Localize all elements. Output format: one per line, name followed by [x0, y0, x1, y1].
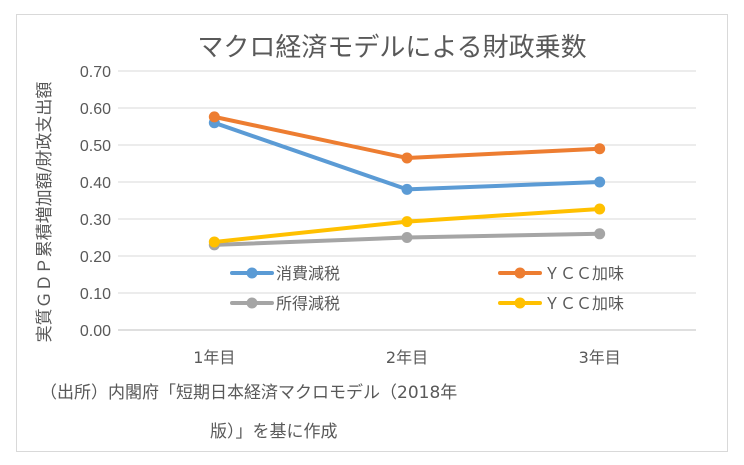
y-axis-label: 実質ＧＤＰ累積増加額/財政支出額: [35, 82, 55, 343]
data-point: [401, 232, 413, 243]
series-group: [208, 111, 606, 251]
legend-marker: [514, 297, 526, 309]
y-tick-label: 0.20: [80, 249, 111, 266]
legend-item: ＹＣＣ加味: [498, 294, 624, 313]
y-tick-label: 0.40: [80, 175, 111, 192]
series-line: [212, 114, 602, 160]
y-axis-ticks: 0.00 0.10 0.20 0.30 0.40 0.50 0.60 0.70: [80, 64, 111, 340]
series-4: [208, 203, 606, 248]
chart-frame: [16, 14, 728, 452]
legend-label: 所得減税: [276, 294, 340, 313]
y-tick-label: 0.70: [80, 64, 111, 81]
y-tick-label: 0.10: [80, 286, 111, 303]
data-point: [401, 152, 413, 164]
data-point: [594, 203, 606, 215]
x-tick-label: 1年目: [193, 348, 235, 367]
data-point: [401, 216, 413, 228]
chart-title: マクロ経済モデルによる財政乗数: [197, 33, 586, 63]
legend-item: ＹＣＣ加味: [498, 264, 624, 283]
legend-label: 消費減税: [276, 264, 340, 283]
legend-item: 所得減税: [230, 294, 340, 313]
data-point: [208, 236, 220, 248]
data-point: [401, 183, 413, 195]
data-point: [594, 176, 606, 188]
legend-marker: [246, 267, 258, 279]
legend-label: ＹＣＣ加味: [544, 264, 624, 283]
legend-marker: [246, 297, 258, 309]
gridlines: [118, 70, 696, 331]
data-point: [208, 111, 220, 123]
x-tick-label: 3年目: [579, 348, 621, 367]
legend-item: 消費減税: [230, 264, 340, 283]
source-note-line-1: （出所）内閣府「短期日本経済マクロモデル（2018年: [40, 382, 457, 403]
x-tick-label: 2年目: [386, 348, 428, 367]
source-note-line-2: 版）」を基に作成: [210, 422, 338, 442]
y-tick-label: 0.00: [80, 323, 111, 340]
y-tick-label: 0.60: [80, 101, 111, 118]
legend-label: ＹＣＣ加味: [544, 294, 624, 313]
legend-marker: [514, 267, 526, 279]
data-point: [594, 143, 606, 155]
data-point: [594, 228, 606, 240]
y-tick-label: 0.50: [80, 138, 111, 155]
series-3: [208, 228, 606, 251]
x-axis-ticks: 1年目 2年目 3年目: [193, 348, 621, 367]
y-tick-label: 0.30: [80, 212, 111, 229]
series-2: [208, 111, 606, 164]
